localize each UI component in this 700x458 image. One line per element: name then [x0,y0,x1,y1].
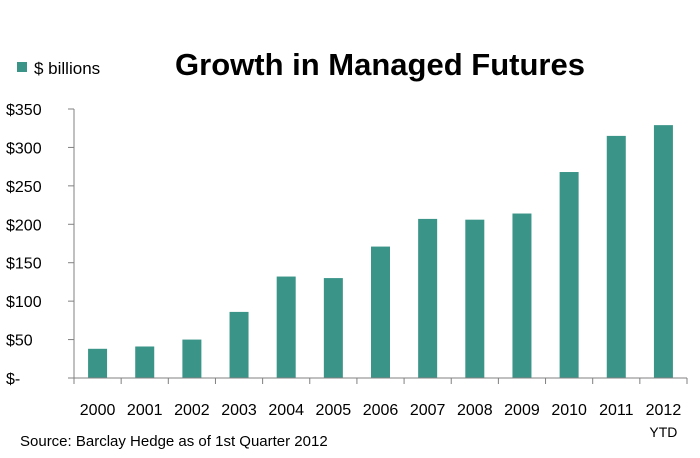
x-tick-label: 2005 [316,402,352,419]
bar-2008 [465,219,485,378]
x-axis-ticks: 2000 2001 2002 2003 2004 2005 2006 2007 2008 2009… [80,402,682,440]
x-tick-label: 2008 [457,402,493,419]
bar-2000 [88,348,108,378]
y-tick-label: $- [6,371,20,388]
bar-2001 [135,346,155,378]
axes [73,109,688,384]
legend: $ billions [17,59,100,78]
bar-2009 [512,213,532,378]
x-tick-label: 2004 [268,402,304,419]
bar-2007 [418,218,438,378]
x-tick-label: 2012 [646,402,682,419]
bar-2004 [276,276,296,378]
x-tick-label: 2009 [504,402,540,419]
x-tick-label: 2002 [174,402,210,419]
x-tick-label: 2011 [599,402,634,419]
bar-2010 [559,172,579,378]
y-tick-label: $200 [6,217,42,234]
bar-2012 [653,125,673,378]
x-tick-sublabel: YTD [649,424,677,440]
y-tick-label: $300 [6,140,42,157]
bar-2003 [229,311,249,378]
y-tick-label: $250 [6,179,42,196]
x-tick-label: 2000 [80,402,116,419]
y-tick-label: $100 [6,294,42,311]
y-tick-label: $150 [6,256,42,273]
bar-2002 [182,339,202,378]
x-tick-label: 2007 [410,402,446,419]
x-tick-label: 2003 [221,402,257,419]
bar-2011 [606,135,626,378]
bar-2006 [371,246,390,378]
y-tick-label: $350 [6,102,42,119]
x-tick-label: 2010 [551,402,587,419]
x-tick-label: 2001 [127,402,163,419]
source-note: Source: Barclay Hedge as of 1st Quarter … [20,433,328,450]
legend-swatch [17,62,27,72]
bars [88,125,673,378]
x-tick-label: 2006 [363,402,399,419]
y-axis-ticks: $- $50 $100 $150 $200 $250 $300 $350 [6,102,74,388]
bar-2005 [323,278,343,378]
y-tick-label: $50 [6,333,33,350]
chart-title: Growth in Managed Futures [175,47,585,82]
legend-label: $ billions [34,59,100,78]
